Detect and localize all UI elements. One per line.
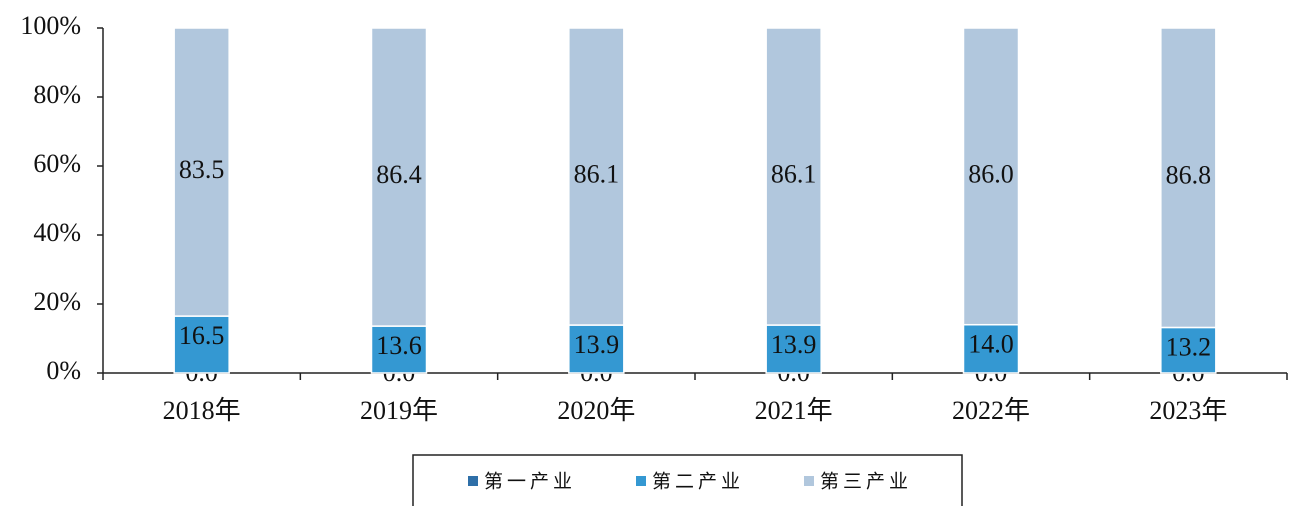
bar-segment	[370, 27, 428, 327]
x-tick-label: 2023年	[1149, 396, 1227, 425]
bar-segment	[1160, 326, 1217, 374]
data-label: 14.0	[968, 330, 1014, 359]
bar-segment	[765, 27, 822, 326]
data-label: 16.5	[179, 321, 225, 350]
bar-segment	[1160, 27, 1217, 329]
x-tick-label: 2022年	[952, 396, 1030, 425]
data-label: 86.1	[574, 159, 620, 188]
y-tick-label: 60%	[33, 149, 81, 178]
legend-swatch	[804, 476, 814, 486]
y-tick-label: 100%	[20, 11, 81, 40]
x-tick-label: 2020年	[557, 396, 635, 425]
data-label: 86.4	[376, 160, 422, 189]
bar-segment	[568, 27, 625, 326]
data-label: 13.9	[574, 330, 620, 359]
data-label: 86.8	[1166, 161, 1212, 190]
data-label: 83.5	[179, 155, 225, 184]
leg: 第三产业	[820, 471, 912, 493]
y-tick-label: 0%	[46, 356, 81, 385]
y-tick-label: 40%	[33, 218, 81, 247]
data-label: 86.1	[771, 159, 817, 188]
y-tick-label: 20%	[33, 287, 81, 316]
data-label: 86.0	[968, 159, 1014, 188]
legend-box	[412, 454, 963, 506]
legend-swatch	[468, 476, 478, 486]
data-label: 13.6	[376, 331, 422, 360]
y-tick-label: 80%	[33, 80, 81, 109]
leg: 第一产业	[484, 471, 576, 493]
bar-segment	[173, 27, 230, 317]
x-tick-label: 2019年	[360, 396, 438, 425]
data-label: 13.2	[1166, 332, 1212, 361]
data-label: 13.9	[771, 330, 817, 359]
bar-segment	[962, 27, 1020, 326]
legend-swatch	[636, 476, 646, 486]
leg: 第二产业	[652, 471, 744, 493]
bar-segment	[962, 323, 1020, 374]
x-tick-label: 2021年	[755, 396, 833, 425]
bar-segment	[765, 324, 822, 374]
x-tick-label: 2018年	[163, 396, 241, 425]
